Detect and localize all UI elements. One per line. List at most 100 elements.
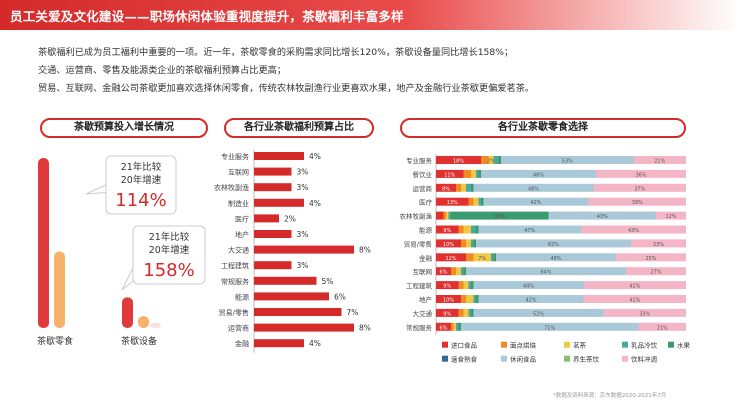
stack-segment (453, 322, 456, 331)
stack-segment (471, 169, 476, 178)
category-label: 医疗 (235, 214, 249, 223)
legend-label: 养生茶饮 (573, 355, 600, 364)
stack-segment (481, 156, 489, 164)
stack-segment (476, 239, 631, 248)
segment-label: 12% (445, 256, 456, 262)
stack-segment (633, 156, 686, 164)
segment-label: 12% (665, 214, 676, 220)
segment-label: 39% (494, 214, 505, 220)
segment-label: 48% (528, 186, 539, 192)
stack-segment (463, 308, 469, 317)
segment-label: 6% (440, 270, 448, 276)
callout-box (132, 225, 206, 285)
legend-label: 乳品冷饮 (631, 341, 658, 350)
stack-segment (456, 183, 461, 192)
paragraph-line-2: 交通、运营商、零售及能源类企业的茶歇福利预算占比更高； (38, 65, 287, 76)
stack-segment (466, 267, 626, 276)
stack-segment (493, 253, 496, 262)
industry-snack-choice-chart: 专业服务 18% 2% 53% 21% 餐饮业 11% 46% 36% 运营商 8% 48% 37% 医疗… (400, 154, 691, 364)
value-label: 3% (297, 168, 309, 177)
chart3-title: 各行业茶歇零食选择 (400, 118, 686, 138)
stack-segment (461, 267, 464, 276)
stack-segment (638, 322, 686, 331)
stack-segment (588, 197, 686, 206)
stack-segment (436, 295, 461, 303)
bar-0-0 (38, 158, 49, 328)
stack-segment (456, 322, 459, 331)
legend-swatch (442, 341, 448, 348)
callout-text2: 20年增速 (121, 174, 162, 186)
paragraph-line-3: 贸易、互联网、金融公司茶歇更加喜欢选择休闲零食，传统农林牧副渔行业更喜欢水果，地… (38, 83, 535, 94)
stack-segment (446, 211, 449, 220)
budget-bar (254, 245, 354, 254)
stack-segment (468, 281, 471, 290)
stack-segment (436, 322, 451, 331)
stack-segment (583, 295, 686, 303)
segment-label: 8% (442, 186, 450, 192)
category-label: 餐饮业 (413, 170, 433, 179)
stack-segment (483, 197, 589, 206)
stack-segment (436, 169, 464, 178)
stack-segment (466, 295, 474, 303)
stack-segment (458, 225, 464, 234)
legend-swatch (622, 355, 628, 362)
stack-segment (436, 281, 459, 290)
stack-segment (481, 169, 596, 178)
callout-text1: 21年比较 (121, 161, 162, 173)
segment-label: 36% (635, 172, 646, 178)
stack-segment (476, 295, 479, 303)
legend-label: 茗茶 (573, 341, 587, 350)
stack-segment (478, 295, 584, 303)
stack-segment (473, 253, 491, 262)
page-title: 员工关爱及文化建设——职场休闲体验重视度提升，茶歇福利丰富多样 (10, 9, 404, 24)
stack-segment (626, 267, 686, 276)
stack-segment (473, 197, 479, 206)
legend-swatch (622, 341, 628, 348)
stack-segment (496, 253, 616, 262)
chart2-title: 各行业茶歇福利预算占比 (224, 118, 374, 138)
x-tick-label: 茶歇设备 (121, 335, 157, 347)
stack-segment (436, 239, 461, 248)
chart1-title: 茶歇预算投入增长情况 (40, 118, 208, 138)
budget-bar (254, 308, 342, 316)
segment-label: 7% (478, 256, 486, 262)
stack-segment (458, 322, 461, 331)
segment-label: 64% (540, 270, 551, 276)
category-label: 工程建筑 (406, 281, 433, 290)
stack-segment (476, 225, 479, 234)
value-label: 5% (322, 277, 334, 286)
stack-segment (448, 211, 451, 220)
stack-segment (583, 281, 686, 290)
category-label: 金融 (235, 339, 249, 348)
callout-text2: 20年增速 (149, 244, 190, 256)
stack-segment (461, 322, 639, 331)
segment-label: 21% (657, 325, 668, 331)
stack-segment (473, 295, 476, 303)
stack-segment (471, 308, 474, 317)
category-label: 运营商 (228, 324, 249, 333)
value-label: 8% (359, 246, 371, 255)
segment-label: 41% (629, 298, 640, 304)
stack-segment (478, 225, 581, 234)
callout-value: 158% (143, 260, 194, 281)
stack-segment (501, 156, 634, 164)
segment-label: 33% (639, 311, 650, 317)
stack-segment (596, 169, 686, 178)
stack-segment (466, 183, 471, 192)
stack-segment (581, 225, 686, 234)
segment-label: 39% (632, 200, 643, 206)
stack-segment (493, 156, 499, 164)
category-label: 大交通 (413, 309, 433, 318)
segment-label: 42% (530, 200, 541, 206)
value-label: 3% (297, 230, 309, 239)
stack-segment (498, 156, 501, 164)
segment-label: 53% (562, 159, 573, 165)
segment-label: 2% (487, 159, 495, 165)
value-label: 2% (284, 214, 296, 223)
stack-segment (436, 156, 481, 164)
stack-segment (458, 308, 464, 317)
segment-label: 44% (523, 284, 534, 290)
segment-label: 11% (444, 172, 455, 178)
segment-label: 13% (447, 200, 458, 206)
stack-segment (473, 281, 584, 290)
